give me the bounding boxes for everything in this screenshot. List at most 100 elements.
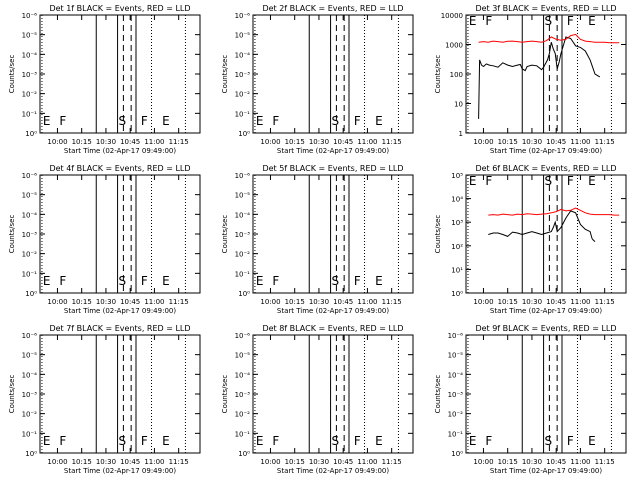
- y-tick-label: 10⁻¹: [22, 110, 38, 118]
- chart-panel: Det 7f BLACK = Events, RED = LLD 10⁰ 10⁻¹ 1…: [8, 324, 201, 475]
- interval-marker-label: E: [588, 434, 596, 448]
- y-tick-label: 10⁻⁴: [235, 371, 251, 379]
- y-tick-label: 10⁰: [25, 130, 37, 138]
- x-tick-label: 10:30: [309, 138, 329, 146]
- events-series-line: [478, 36, 601, 119]
- y-tick-label: 10⁰: [238, 130, 250, 138]
- y-tick-label: 10⁻⁵: [448, 352, 464, 360]
- interval-marker-label: E: [375, 114, 383, 128]
- x-tick-label: 11:00: [570, 458, 590, 466]
- x-tick-label: 10:45: [333, 138, 353, 146]
- y-tick-label: 10⁻⁵: [22, 32, 38, 40]
- y-tick-label: 10: [454, 101, 463, 109]
- y-axis-label: Counts/sec: [434, 55, 442, 94]
- x-axis-label: Start Time (02-Apr-17 09:49:00): [277, 147, 389, 155]
- chart-title: Det 9f BLACK = Events, RED = LLD: [475, 324, 616, 333]
- y-tick-label: 10⁻⁴: [22, 211, 38, 219]
- y-tick-label: 10⁻¹: [22, 270, 38, 278]
- chart-title: Det 3f BLACK = Events, RED = LLD: [475, 4, 616, 13]
- interval-marker-label: E: [162, 114, 170, 128]
- x-axis-label: Start Time (02-Apr-17 09:49:00): [64, 147, 176, 155]
- x-tick-label: 10:00: [473, 138, 493, 146]
- y-tick-label: 10⁻⁵: [235, 32, 251, 40]
- chart-title: Det 4f BLACK = Events, RED = LLD: [49, 164, 190, 173]
- y-tick-label: 10¹: [451, 266, 463, 274]
- x-tick-label: 11:15: [382, 298, 402, 306]
- interval-marker-label: F: [272, 114, 279, 128]
- x-tick-label: 11:15: [382, 458, 402, 466]
- x-tick-label: 11:00: [357, 458, 377, 466]
- interval-marker-label: F: [354, 114, 361, 128]
- y-tick-label: 10⁻⁴: [235, 211, 251, 219]
- y-tick-label: 10⁻²: [22, 411, 38, 419]
- x-tick-label: 10:15: [72, 458, 92, 466]
- chart-title: Det 6f BLACK = Events, RED = LLD: [475, 164, 616, 173]
- interval-marker-label: S: [332, 114, 340, 128]
- x-tick-label: 10:15: [285, 458, 305, 466]
- chart-title: Det 8f BLACK = Events, RED = LLD: [262, 324, 403, 333]
- x-tick-label: 11:15: [382, 138, 402, 146]
- y-tick-label: 10⁻³: [22, 231, 38, 239]
- y-tick-label: 10⁻¹: [22, 430, 38, 438]
- interval-marker-label: E: [256, 434, 264, 448]
- chart-title: Det 5f BLACK = Events, RED = LLD: [262, 164, 403, 173]
- interval-marker-label: E: [375, 434, 383, 448]
- x-tick-label: 10:30: [522, 138, 542, 146]
- y-tick-label: 10⁻⁶: [235, 12, 251, 20]
- interval-marker-label: E: [588, 14, 596, 28]
- y-tick-label: 10000: [441, 12, 463, 20]
- x-axis-label: Start Time (02-Apr-17 09:49:00): [64, 307, 176, 315]
- x-tick-label: 11:15: [169, 138, 189, 146]
- y-tick-label: 10⁻²: [22, 251, 38, 259]
- y-tick-label: 10⁻³: [448, 391, 464, 399]
- x-tick-label: 10:45: [546, 298, 566, 306]
- plot-frame: [465, 14, 627, 134]
- y-tick-label: 10⁻⁶: [22, 12, 38, 20]
- y-tick-label: 10³: [451, 219, 463, 227]
- interval-marker-label: S: [119, 114, 127, 128]
- y-tick-label: 10⁻²: [235, 411, 251, 419]
- interval-marker-label: F: [567, 434, 574, 448]
- interval-marker-label: E: [469, 434, 477, 448]
- x-tick-label: 10:45: [120, 298, 140, 306]
- y-tick-label: 10⁰: [451, 450, 463, 458]
- interval-marker-label: E: [43, 114, 51, 128]
- x-tick-label: 10:15: [498, 458, 518, 466]
- y-tick-label: 10⁻¹: [448, 430, 464, 438]
- chart-panel: Det 8f BLACK = Events, RED = LLD 10⁰ 10⁻¹ 1…: [221, 324, 414, 475]
- x-tick-label: 10:30: [309, 298, 329, 306]
- chart-panel: Det 2f BLACK = Events, RED = LLD 10⁰ 10⁻¹ 1…: [221, 4, 414, 155]
- interval-marker-label: F: [272, 434, 279, 448]
- y-tick-label: 10⁻²: [22, 91, 38, 99]
- x-tick-label: 10:30: [96, 458, 116, 466]
- y-tick-label: 10⁻⁴: [235, 51, 251, 59]
- y-tick-label: 10⁻⁴: [22, 371, 38, 379]
- interval-marker-label: S: [119, 274, 127, 288]
- x-axis-label: Start Time (02-Apr-17 09:49:00): [277, 307, 389, 315]
- x-tick-label: 10:15: [285, 138, 305, 146]
- chart-panel: Det 1f BLACK = Events, RED = LLD 10⁰ 10⁻¹ 1…: [8, 4, 201, 155]
- x-tick-label: 11:15: [595, 298, 615, 306]
- x-axis-label: Start Time (02-Apr-17 09:49:00): [64, 467, 176, 475]
- x-axis-label: Start Time (02-Apr-17 09:49:00): [490, 147, 602, 155]
- chart-panel: Det 5f BLACK = Events, RED = LLD 10⁰ 10⁻¹ 1…: [221, 164, 414, 315]
- x-tick-label: 10:00: [260, 298, 280, 306]
- interval-marker-label: F: [141, 434, 148, 448]
- y-tick-label: 10⁴: [451, 196, 463, 204]
- x-tick-label: 10:15: [72, 138, 92, 146]
- interval-marker-label: F: [354, 434, 361, 448]
- interval-marker-label: F: [272, 274, 279, 288]
- y-axis-label: Counts/sec: [221, 375, 229, 414]
- y-tick-label: 10⁰: [451, 290, 463, 298]
- y-axis-label: Counts/sec: [434, 215, 442, 254]
- y-axis-label: Counts/sec: [221, 215, 229, 254]
- interval-marker-label: S: [119, 434, 127, 448]
- y-tick-label: 10⁻⁶: [448, 332, 464, 340]
- y-tick-label: 10⁻³: [235, 231, 251, 239]
- y-tick-label: 10⁻⁴: [448, 371, 464, 379]
- interval-marker-label: S: [332, 274, 340, 288]
- interval-marker-label: S: [545, 174, 553, 188]
- y-tick-label: 10⁰: [238, 290, 250, 298]
- interval-marker-label: F: [485, 434, 492, 448]
